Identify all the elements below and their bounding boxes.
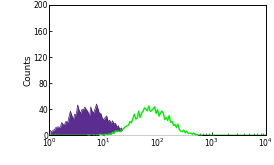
Y-axis label: Counts: Counts	[23, 54, 32, 86]
